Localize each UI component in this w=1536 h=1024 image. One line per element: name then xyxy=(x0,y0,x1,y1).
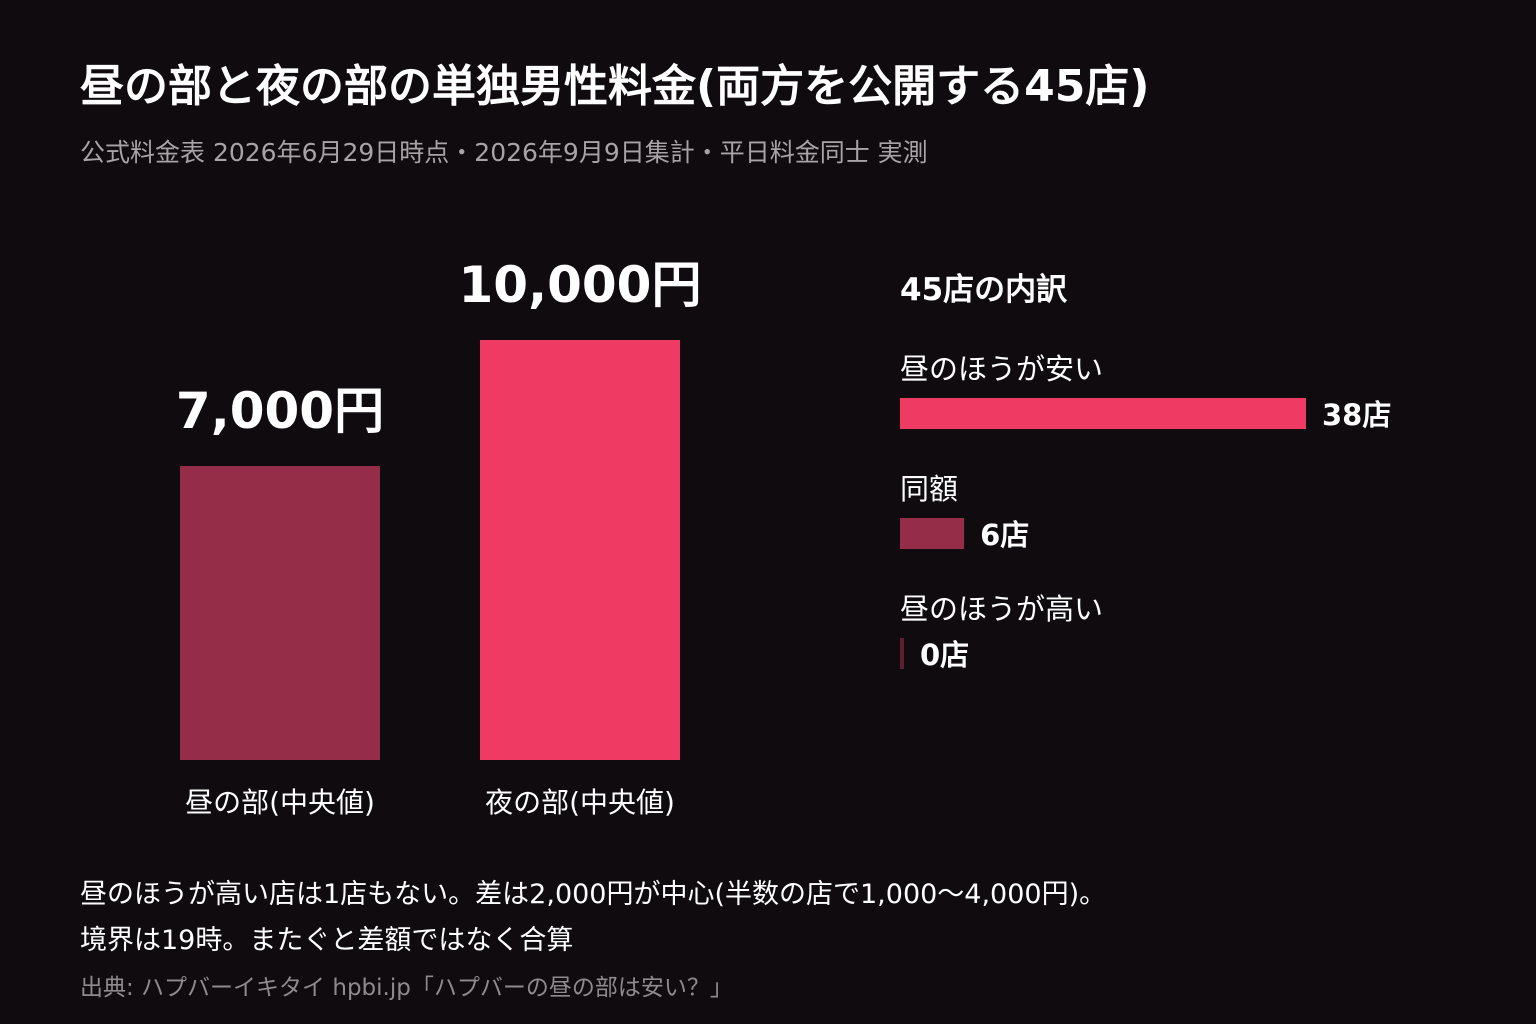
bar-category-label: 昼の部(中央値) xyxy=(185,786,375,819)
breakdown-bar xyxy=(900,518,965,549)
bar-value-label: 7,000円 xyxy=(176,382,384,440)
bar-value-label: 10,000円 xyxy=(459,256,702,314)
footnote: 昼のほうが高い店は1店もない。差は2,000円が中心(半数の店で1,000〜4,… xyxy=(80,872,1106,964)
bar-night xyxy=(480,340,680,760)
breakdown-title: 45店の内訳 xyxy=(900,272,1068,308)
breakdown-bar xyxy=(900,638,904,669)
bar-category-label: 夜の部(中央値) xyxy=(485,786,675,819)
source-credit: 出典: ハプバーイキタイ hpbi.jp「ハプバーの昼の部は安い？」 xyxy=(80,975,733,1001)
chart-title: 昼の部と夜の部の単独男性料金(両方を公開する45店) xyxy=(80,61,1150,112)
breakdown-category-label: 昼のほうが安い xyxy=(900,352,1103,386)
footnote-line-1: 昼のほうが高い店は1店もない。差は2,000円が中心(半数の店で1,000〜4,… xyxy=(80,879,1107,910)
breakdown-value-label: 6店 xyxy=(980,518,1029,552)
footnote-line-2: 境界は19時。またぐと差額ではなく合算 xyxy=(80,925,574,956)
breakdown-category-label: 昼のほうが高い xyxy=(900,592,1103,626)
breakdown-category-label: 同額 xyxy=(900,472,958,506)
breakdown-value-label: 38店 xyxy=(1322,398,1391,432)
chart-subtitle: 公式料金表 2026年6月29日時点・2026年9月9日集計・平日料金同士 実測 xyxy=(80,138,928,167)
bar-day xyxy=(180,466,380,760)
breakdown-bar xyxy=(900,398,1306,429)
breakdown-value-label: 0店 xyxy=(920,638,969,672)
